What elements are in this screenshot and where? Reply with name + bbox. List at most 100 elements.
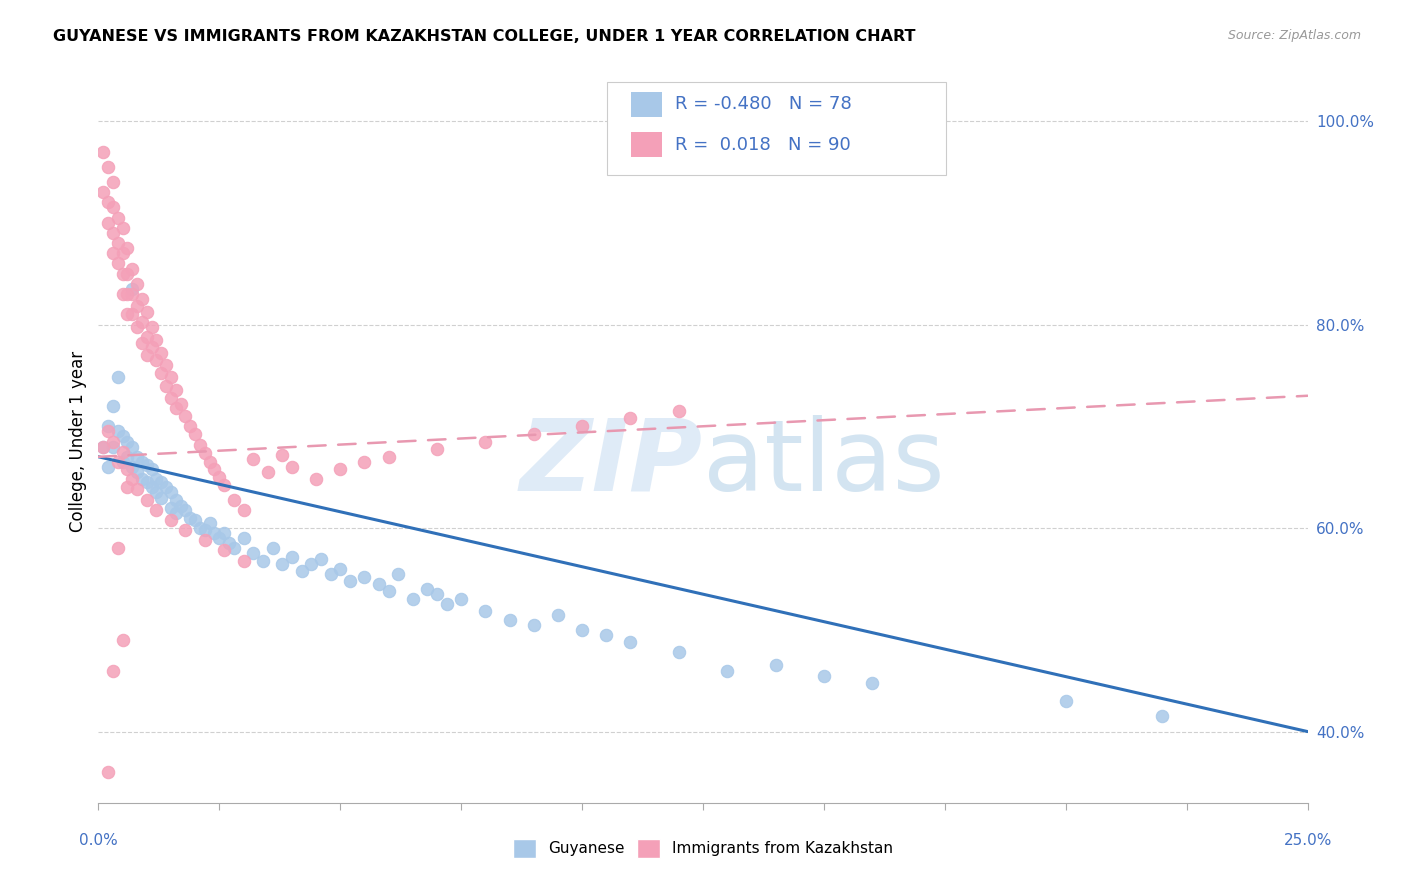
Point — [107, 256, 129, 270]
Point — [290, 564, 312, 578]
Point — [305, 472, 328, 486]
Text: 25.0%: 25.0% — [1284, 833, 1331, 848]
Point — [150, 491, 173, 505]
Point — [135, 492, 157, 507]
Point — [97, 216, 120, 230]
Point — [141, 319, 163, 334]
Point — [121, 307, 143, 321]
Point — [179, 419, 201, 434]
Point — [97, 460, 120, 475]
Point — [111, 429, 134, 443]
Point — [174, 409, 197, 423]
Point — [91, 440, 114, 454]
Point — [131, 335, 153, 350]
Point — [91, 145, 114, 159]
Point — [271, 448, 294, 462]
Point — [262, 541, 284, 556]
Point — [353, 570, 375, 584]
Point — [716, 664, 738, 678]
Point — [242, 546, 264, 560]
Point — [97, 425, 120, 439]
Point — [208, 470, 231, 484]
Point — [212, 526, 235, 541]
Point — [121, 460, 143, 475]
Point — [329, 462, 352, 476]
Point — [402, 592, 425, 607]
Point — [232, 531, 254, 545]
Point — [127, 277, 149, 291]
Point — [127, 299, 149, 313]
Legend: Guyanese, Immigrants from Kazakhstan: Guyanese, Immigrants from Kazakhstan — [508, 833, 898, 863]
Point — [309, 551, 332, 566]
Point — [141, 462, 163, 476]
Point — [91, 185, 114, 199]
Point — [204, 526, 226, 541]
Point — [281, 460, 304, 475]
Point — [160, 391, 183, 405]
Point — [155, 358, 177, 372]
Point — [111, 632, 134, 647]
Point — [141, 480, 163, 494]
Point — [218, 536, 240, 550]
Point — [353, 455, 375, 469]
Point — [619, 635, 641, 649]
Point — [117, 480, 139, 494]
Point — [145, 353, 167, 368]
Point — [111, 220, 134, 235]
Text: R = -0.480   N = 78: R = -0.480 N = 78 — [675, 95, 852, 113]
Point — [595, 628, 617, 642]
Point — [169, 397, 191, 411]
Point — [668, 645, 690, 659]
Point — [256, 465, 278, 479]
Point — [204, 462, 226, 476]
Point — [131, 292, 153, 306]
Point — [188, 437, 211, 451]
Point — [121, 287, 143, 301]
Point — [426, 442, 449, 456]
Point — [426, 587, 449, 601]
Point — [101, 434, 124, 449]
Point — [174, 523, 197, 537]
Point — [107, 211, 129, 225]
Text: Source: ZipAtlas.com: Source: ZipAtlas.com — [1227, 29, 1361, 42]
Point — [450, 592, 472, 607]
Point — [111, 267, 134, 281]
Point — [127, 465, 149, 479]
Point — [135, 305, 157, 319]
Point — [135, 329, 157, 343]
Point — [329, 562, 352, 576]
Point — [117, 434, 139, 449]
Point — [339, 574, 361, 588]
Y-axis label: College, Under 1 year: College, Under 1 year — [69, 351, 87, 533]
Point — [194, 446, 217, 460]
Point — [117, 462, 139, 476]
Point — [117, 307, 139, 321]
Point — [523, 427, 546, 442]
Point — [150, 367, 173, 381]
Point — [111, 287, 134, 301]
Point — [111, 444, 134, 458]
Point — [145, 472, 167, 486]
Point — [101, 175, 124, 189]
Point — [619, 411, 641, 425]
Point — [121, 472, 143, 486]
Point — [474, 605, 496, 619]
Point — [474, 434, 496, 449]
Point — [416, 582, 439, 596]
Point — [131, 316, 153, 330]
Point — [127, 319, 149, 334]
Text: R =  0.018   N = 90: R = 0.018 N = 90 — [675, 136, 851, 153]
Point — [145, 485, 167, 500]
Point — [101, 201, 124, 215]
Point — [198, 516, 221, 530]
Point — [97, 419, 120, 434]
Point — [121, 261, 143, 276]
Text: GUYANESE VS IMMIGRANTS FROM KAZAKHSTAN COLLEGE, UNDER 1 YEAR CORRELATION CHART: GUYANESE VS IMMIGRANTS FROM KAZAKHSTAN C… — [53, 29, 915, 44]
Point — [97, 195, 120, 210]
Text: 0.0%: 0.0% — [79, 833, 118, 848]
Point — [319, 566, 342, 581]
Point — [97, 160, 120, 174]
Point — [194, 533, 217, 548]
Point — [571, 623, 593, 637]
Point — [165, 492, 187, 507]
